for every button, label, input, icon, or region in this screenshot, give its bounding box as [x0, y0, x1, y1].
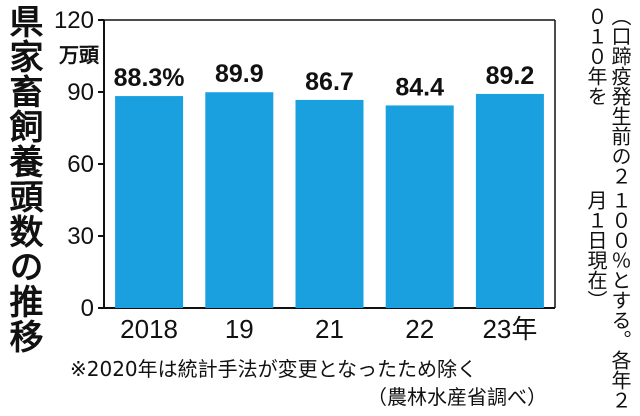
side-note: （口蹄疫発生前の２０１０年を １００％とする。各年２月１日現在）: [584, 6, 632, 410]
x-tick-label: 21: [315, 314, 344, 344]
bar: [115, 96, 184, 308]
bar: [205, 92, 274, 309]
y-axis-unit-label: 万頭: [58, 43, 100, 67]
y-tick-label: 60: [67, 151, 94, 178]
x-tick-label: 22: [405, 314, 434, 344]
side-note-line-2: １００％とする。各年２月１日現在）: [584, 189, 632, 410]
x-tick-label: 19: [225, 314, 254, 344]
bar-value-label: 88.3%: [114, 64, 185, 92]
bar-value-label: 89.2: [486, 62, 535, 90]
x-tick-label: 2018: [120, 314, 178, 344]
bar-value-label: 89.9: [215, 60, 264, 88]
bar: [295, 99, 364, 308]
chart-title: 県家畜飼養頭数の推移: [3, 4, 43, 354]
y-tick-label: 0: [81, 295, 94, 322]
y-tick-label: 90: [67, 79, 94, 106]
source-note: （農林水産省調べ）: [367, 385, 547, 409]
bar: [475, 93, 544, 308]
y-tick-label: 30: [67, 223, 94, 250]
bar-value-label: 84.4: [395, 73, 444, 101]
bar-value-label: 86.7: [305, 68, 354, 96]
footnote: ※2020年は統計手法が変更となったため除く: [70, 357, 478, 381]
side-note-line-1: （口蹄疫発生前の２０１０年を: [584, 6, 632, 186]
x-tick-label: 23年: [482, 314, 537, 344]
bar: [385, 105, 454, 308]
y-tick-label: 120: [54, 7, 94, 34]
